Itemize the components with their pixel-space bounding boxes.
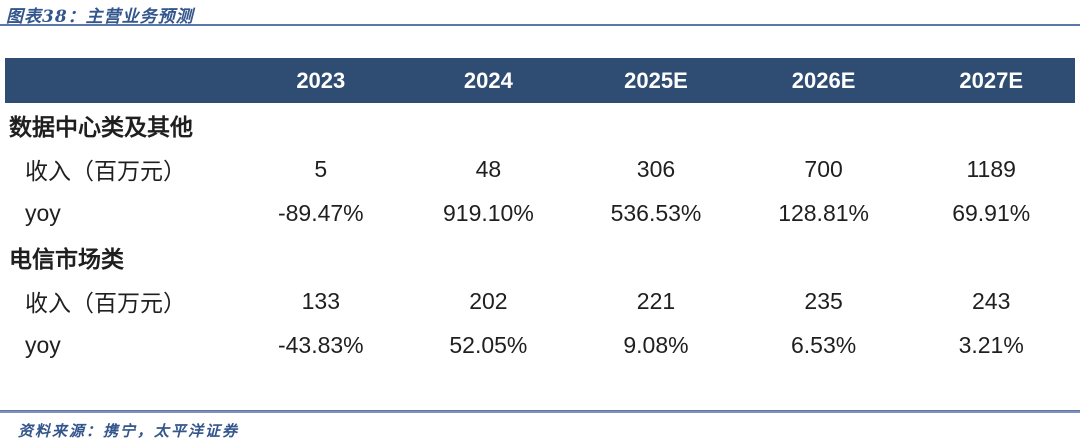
table-row: yoy -43.83% 52.05% 9.08% 6.53% 3.21% bbox=[5, 323, 1075, 367]
title-divider-line bbox=[0, 24, 1080, 26]
table-row: 收入（百万元） 5 48 306 700 1189 bbox=[5, 147, 1075, 191]
cell: 919.10% bbox=[442, 199, 534, 226]
cell: 1189 bbox=[966, 155, 1016, 182]
cell: 48 bbox=[475, 155, 502, 182]
cell: 3.21% bbox=[958, 331, 1024, 358]
header-cell-2026e: 2026E bbox=[791, 67, 856, 93]
table-row: yoy -89.47% 919.10% 536.53% 128.81% 69.9… bbox=[5, 191, 1075, 235]
table-header-row: 2023 2024 2025E 2026E 2027E bbox=[5, 58, 1075, 103]
table-row: 数据中心类及其他 bbox=[5, 103, 1075, 147]
cell: 221 bbox=[636, 287, 676, 314]
cell: 235 bbox=[804, 287, 843, 314]
source-note: 资料来源：携宁，太平洋证券 bbox=[18, 422, 240, 440]
table-row: 收入（百万元） 133 202 221 235 243 bbox=[5, 279, 1075, 323]
header-cell-2025e: 2025E bbox=[624, 67, 688, 93]
cell: 536.53% bbox=[610, 199, 702, 226]
cell: -89.47% bbox=[277, 199, 364, 226]
cell: 52.05% bbox=[449, 331, 528, 358]
footer-divider-line bbox=[0, 410, 1080, 413]
row-label: yoy bbox=[25, 199, 61, 226]
cell: -43.83% bbox=[277, 331, 364, 358]
cell: 6.53% bbox=[790, 331, 857, 358]
header-cell-2024: 2024 bbox=[463, 67, 513, 93]
row-label: 收入（百万元） bbox=[25, 158, 186, 184]
cell: 133 bbox=[301, 287, 340, 314]
forecast-table: 2023 2024 2025E 2026E 2027E 数据中心类及其他 收入（… bbox=[5, 58, 1075, 367]
header-cell-2023: 2023 bbox=[296, 67, 346, 93]
cell: 9.08% bbox=[623, 331, 689, 358]
cell: 5 bbox=[314, 155, 328, 182]
cell: 202 bbox=[469, 287, 508, 314]
cell: 306 bbox=[636, 155, 676, 182]
header-cell-2027e: 2027E bbox=[959, 67, 1023, 93]
row-label: yoy bbox=[25, 331, 61, 358]
row-label: 收入（百万元） bbox=[25, 290, 186, 316]
figure-title: 图表38：主营业务预测 bbox=[6, 7, 194, 27]
cell: 243 bbox=[972, 287, 1011, 314]
section-label: 数据中心类及其他 bbox=[9, 114, 193, 140]
cell: 700 bbox=[804, 155, 843, 182]
cell: 69.91% bbox=[952, 199, 1031, 226]
table-row: 电信市场类 bbox=[5, 235, 1075, 279]
section-label: 电信市场类 bbox=[9, 246, 124, 272]
cell: 128.81% bbox=[778, 199, 869, 226]
